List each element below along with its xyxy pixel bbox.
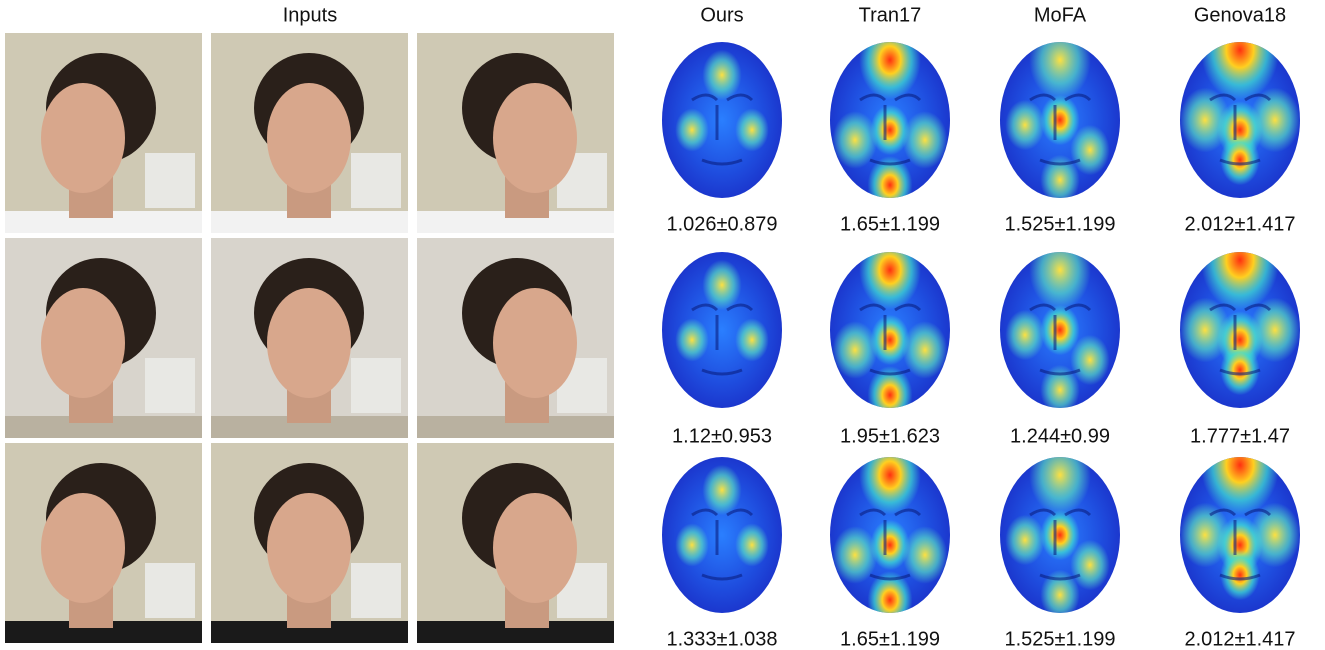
error-heatmap xyxy=(662,42,782,198)
face xyxy=(267,83,351,193)
face xyxy=(41,288,125,398)
error-heatmap xyxy=(1180,210,1300,408)
wall-device xyxy=(145,563,195,618)
error-label: 2.012±1.417 xyxy=(1184,628,1295,650)
hotspot xyxy=(1220,345,1259,395)
hotspots xyxy=(833,435,948,628)
error-label: 1.525±1.199 xyxy=(1004,628,1115,650)
hotspot xyxy=(1220,135,1259,185)
method-title: Genova18 xyxy=(1194,4,1286,26)
error-label: 1.026±0.879 xyxy=(666,213,777,235)
hotspot xyxy=(675,108,709,151)
hotspots xyxy=(833,230,948,423)
hotspot xyxy=(1005,515,1044,565)
error-heatmap xyxy=(830,20,950,213)
error-heatmap xyxy=(1180,0,1300,198)
face xyxy=(41,83,125,193)
wall-device xyxy=(145,153,195,208)
face xyxy=(493,288,577,398)
input-photo xyxy=(417,33,614,233)
hotspot xyxy=(1250,88,1300,153)
hotspot xyxy=(1005,100,1044,150)
error-label: 1.65±1.199 xyxy=(840,628,940,650)
error-label: 1.12±0.953 xyxy=(672,425,772,447)
hotspot xyxy=(1029,20,1091,99)
wall-device xyxy=(145,358,195,413)
hotspot xyxy=(735,108,769,151)
hotspot xyxy=(702,465,741,515)
error-heatmap xyxy=(1000,435,1120,620)
face xyxy=(493,493,577,603)
error-heatmap xyxy=(662,457,782,613)
inputs-title: Inputs xyxy=(283,4,337,26)
figure: Inputs Ours 1.026±0.879 1.12±0.953 1.333±1.… xyxy=(0,0,1325,650)
hotspot xyxy=(675,318,709,361)
error-heatmap xyxy=(830,230,950,423)
face xyxy=(267,288,351,398)
error-label: 1.777±1.47 xyxy=(1190,425,1290,447)
error-heatmap xyxy=(1000,20,1120,205)
method-title: Ours xyxy=(700,4,743,26)
face xyxy=(41,493,125,603)
wall-device xyxy=(351,153,401,208)
hotspot xyxy=(1250,298,1300,363)
hotspot xyxy=(1180,88,1230,153)
hotspot xyxy=(859,230,921,309)
method-title: MoFA xyxy=(1034,4,1087,26)
hotspot xyxy=(702,260,741,310)
error-heatmap xyxy=(1000,230,1120,415)
error-label: 2.012±1.417 xyxy=(1184,213,1295,235)
wall-device xyxy=(351,358,401,413)
hotspot xyxy=(702,50,741,100)
hotspot xyxy=(735,523,769,566)
error-label: 1.525±1.199 xyxy=(1004,213,1115,235)
hotspot xyxy=(1029,230,1091,309)
input-photo xyxy=(211,238,408,438)
hotspot xyxy=(735,318,769,361)
input-photo xyxy=(211,33,408,233)
input-photo xyxy=(5,443,202,643)
input-photo xyxy=(211,443,408,643)
hotspot xyxy=(675,523,709,566)
error-heatmap xyxy=(830,435,950,628)
hotspot xyxy=(1180,503,1230,568)
error-label: 1.65±1.199 xyxy=(840,213,940,235)
hotspot xyxy=(1220,550,1259,600)
hotspot xyxy=(1250,503,1300,568)
error-label: 1.95±1.623 xyxy=(840,425,940,447)
input-photo xyxy=(417,443,614,643)
hotspot xyxy=(1005,310,1044,360)
face xyxy=(267,493,351,603)
input-photo xyxy=(417,238,614,438)
face xyxy=(493,83,577,193)
input-photo xyxy=(5,33,202,233)
wall-device xyxy=(351,563,401,618)
input-photo xyxy=(5,238,202,438)
hotspot xyxy=(1180,298,1230,363)
error-label: 1.244±0.99 xyxy=(1010,425,1110,447)
method-title: Tran17 xyxy=(859,4,922,26)
error-label: 1.333±1.038 xyxy=(666,628,777,650)
hotspot xyxy=(859,20,921,99)
error-heatmap xyxy=(662,252,782,408)
hotspots xyxy=(833,20,948,213)
